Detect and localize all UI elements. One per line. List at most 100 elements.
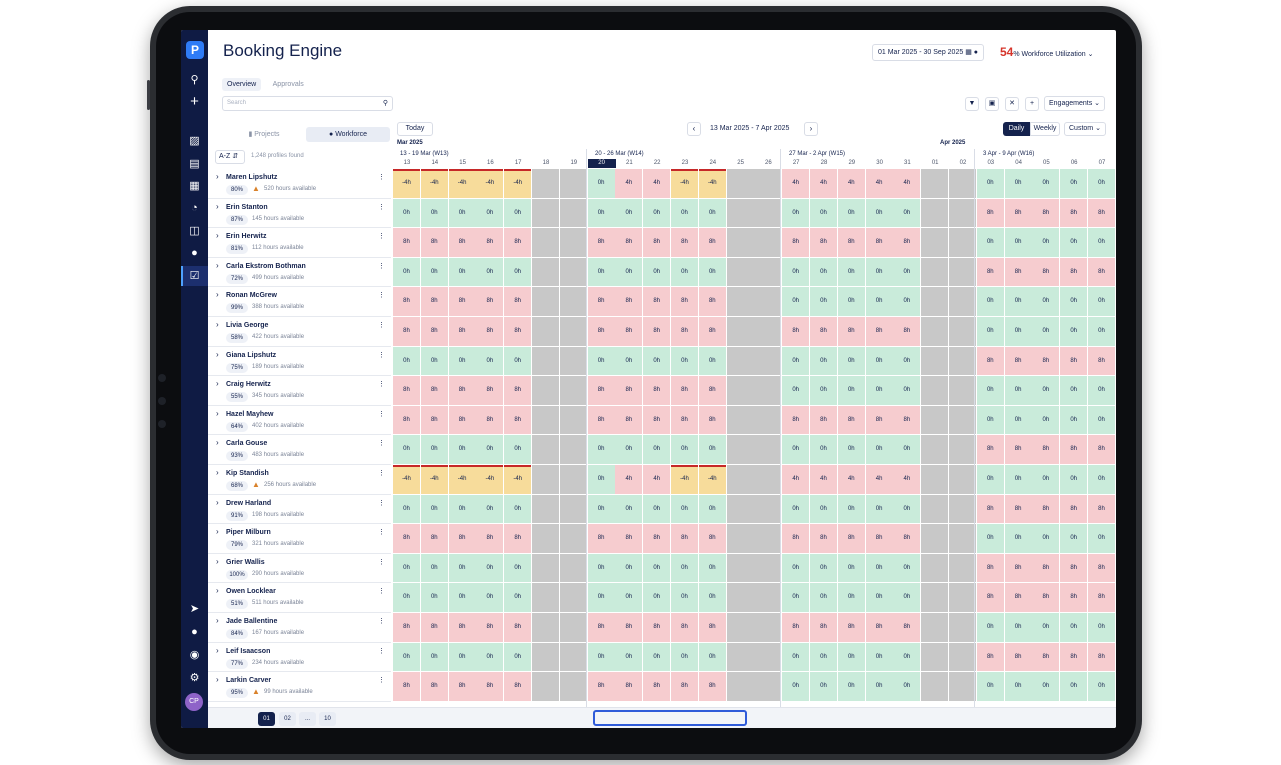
profile-row[interactable]: › Carla Ekstrom Bothman ⋮ 72% 499 hours avai…: [208, 257, 391, 288]
schedule-cell[interactable]: -4h: [698, 169, 726, 198]
schedule-cell[interactable]: 0h: [615, 257, 643, 287]
profile-row[interactable]: › Kip Standish ⋮ 68% ▲ 256 hours available: [208, 465, 391, 495]
schedule-cell[interactable]: 0h: [448, 583, 476, 612]
schedule-cell[interactable]: -4h: [504, 169, 532, 198]
schedule-cell[interactable]: 8h: [671, 405, 698, 435]
search-icon[interactable]: ⚲: [190, 74, 199, 86]
schedule-cell[interactable]: 0h: [976, 317, 1004, 346]
gear-icon[interactable]: ⚙: [189, 672, 200, 684]
schedule-cell[interactable]: 0h: [420, 583, 448, 612]
schedule-cell[interactable]: 0h: [615, 346, 643, 376]
row-menu-icon[interactable]: ⋮: [378, 381, 385, 389]
avatar[interactable]: CP: [185, 693, 203, 711]
schedule-cell[interactable]: 0h: [1004, 228, 1032, 257]
profile-row[interactable]: › Erin Herwitz ⋮ 81% 112 hours available: [208, 228, 391, 258]
schedule-cell[interactable]: 8h: [1088, 583, 1115, 612]
schedule-cell[interactable]: 0h: [1032, 287, 1060, 316]
schedule-cell[interactable]: 0h: [782, 346, 810, 376]
schedule-cell[interactable]: 8h: [393, 524, 420, 553]
team-icon[interactable]: ●: [191, 247, 198, 259]
schedule-cell[interactable]: 8h: [420, 376, 448, 405]
schedule-cell[interactable]: 0h: [393, 553, 420, 583]
schedule-cell[interactable]: 0h: [1032, 672, 1060, 701]
schedule-cell[interactable]: 8h: [587, 287, 615, 316]
schedule-cell[interactable]: 8h: [587, 524, 615, 553]
schedule-cell[interactable]: 8h: [782, 228, 810, 257]
row-menu-icon[interactable]: ⋮: [378, 203, 385, 211]
schedule-cell[interactable]: 8h: [615, 287, 643, 316]
profile-row[interactable]: › Grier Wallis ⋮ 100% 290 hours available: [208, 553, 391, 584]
schedule-cell[interactable]: 8h: [643, 613, 671, 642]
schedule-cell[interactable]: 8h: [976, 553, 1004, 583]
schedule-cell[interactable]: 0h: [1060, 169, 1088, 198]
schedule-cell[interactable]: 0h: [671, 198, 698, 228]
collapse-button[interactable]: ✕: [1005, 97, 1019, 111]
schedule-cell[interactable]: 4h: [837, 465, 865, 494]
schedule-cell[interactable]: 0h: [1004, 465, 1032, 494]
schedule-cell[interactable]: 8h: [1088, 642, 1115, 672]
schedule-cell[interactable]: 8h: [671, 317, 698, 346]
schedule-cell[interactable]: 0h: [1060, 524, 1088, 553]
schedule-cell[interactable]: 0h: [1032, 405, 1060, 435]
row-menu-icon[interactable]: ⋮: [378, 529, 385, 537]
schedule-cell[interactable]: 0h: [782, 494, 810, 524]
schedule-cell[interactable]: 0h: [448, 435, 476, 464]
schedule-cell[interactable]: 0h: [810, 672, 837, 701]
schedule-cell[interactable]: 8h: [420, 613, 448, 642]
schedule-cell[interactable]: 8h: [393, 287, 420, 316]
chat-icon[interactable]: ●: [191, 626, 198, 638]
schedule-cell[interactable]: 0h: [1004, 376, 1032, 405]
schedule-cell[interactable]: 0h: [698, 346, 726, 376]
schedule-cell[interactable]: 8h: [671, 287, 698, 316]
schedule-cell[interactable]: 0h: [1032, 228, 1060, 257]
row-menu-icon[interactable]: ⋮: [378, 618, 385, 625]
schedule-cell[interactable]: 0h: [1088, 465, 1115, 494]
schedule-cell[interactable]: 0h: [476, 346, 504, 376]
schedule-cell[interactable]: 0h: [504, 198, 532, 228]
schedule-cell[interactable]: 8h: [643, 405, 671, 435]
schedule-cell[interactable]: 0h: [420, 257, 448, 287]
schedule-cell[interactable]: 8h: [1004, 346, 1032, 376]
schedule-cell[interactable]: 8h: [782, 405, 810, 435]
report-icon[interactable]: ◫: [189, 225, 200, 237]
schedule-cell[interactable]: 8h: [837, 405, 865, 435]
schedule-cell[interactable]: 8h: [893, 228, 921, 257]
chevron-right-icon[interactable]: ›: [216, 260, 219, 270]
schedule-cell[interactable]: 0h: [698, 583, 726, 612]
schedule-cell[interactable]: 0h: [1004, 317, 1032, 346]
schedule-cell[interactable]: 8h: [615, 524, 643, 553]
schedule-cell[interactable]: 0h: [1060, 465, 1088, 494]
schedule-cell[interactable]: 8h: [504, 672, 532, 701]
schedule-cell[interactable]: 0h: [837, 672, 865, 701]
schedule-cell[interactable]: -4h: [476, 465, 504, 494]
schedule-cell[interactable]: 8h: [1032, 257, 1060, 287]
schedule-cell[interactable]: 0h: [671, 257, 698, 287]
schedule-cell[interactable]: 0h: [1004, 613, 1032, 642]
schedule-cell[interactable]: 4h: [810, 169, 837, 198]
filter-button[interactable]: ▼: [965, 97, 979, 111]
plus-icon[interactable]: +: [190, 93, 199, 110]
profile-row[interactable]: › Owen Locklear ⋮ 51% 511 hours available: [208, 583, 391, 613]
schedule-cell[interactable]: 0h: [504, 583, 532, 612]
schedule-cell[interactable]: 4h: [865, 465, 893, 494]
schedule-cell[interactable]: 0h: [476, 642, 504, 672]
schedule-cell[interactable]: 0h: [837, 642, 865, 672]
schedule-cell[interactable]: 8h: [893, 613, 921, 642]
row-menu-icon[interactable]: ⋮: [378, 440, 385, 448]
schedule-cell[interactable]: 8h: [476, 376, 504, 405]
profile-row[interactable]: › Giana Lipshutz ⋮ 75% 189 hours available: [208, 346, 391, 377]
schedule-cell[interactable]: 0h: [643, 494, 671, 524]
schedule-cell[interactable]: 0h: [810, 642, 837, 672]
schedule-cell[interactable]: 0h: [448, 553, 476, 583]
schedule-cell[interactable]: 8h: [976, 435, 1004, 464]
row-menu-icon[interactable]: ⋮: [378, 174, 385, 181]
schedule-cell[interactable]: 8h: [782, 613, 810, 642]
schedule-cell[interactable]: 0h: [976, 169, 1004, 198]
schedule-cell[interactable]: 0h: [865, 287, 893, 316]
schedule-cell[interactable]: 8h: [1060, 553, 1088, 583]
schedule-cell[interactable]: 0h: [893, 376, 921, 405]
schedule-cell[interactable]: 8h: [587, 613, 615, 642]
chevron-right-icon[interactable]: ›: [216, 201, 219, 211]
schedule-cell[interactable]: 8h: [837, 524, 865, 553]
workforce-utilization[interactable]: 54% Workforce Utilization ⌄: [1000, 44, 1093, 61]
